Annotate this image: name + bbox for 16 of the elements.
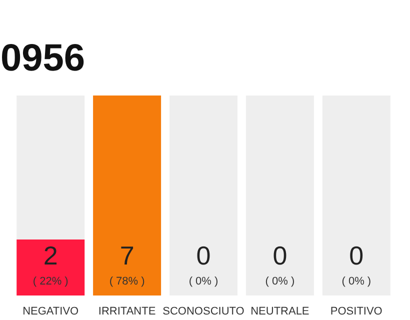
x-tick-label: NEUTRALE <box>250 306 310 318</box>
x-tick-label: IRRITANTE <box>98 306 156 318</box>
annotation: ( 0% ) <box>342 276 372 288</box>
x-tick-label: POSITIVO <box>330 306 383 318</box>
chart-title: 0956 <box>0 38 86 80</box>
annotation: 7 <box>120 240 134 270</box>
annotation: ( 22% ) <box>32 276 68 288</box>
x-tick-label: NEGATIVO <box>22 306 80 318</box>
annotation: 0 <box>196 240 211 270</box>
annotation: ( 0% ) <box>188 276 218 288</box>
annotation: 0 <box>272 240 288 270</box>
annotation: 0 <box>349 240 364 270</box>
annotation: ( 78% ) <box>109 276 145 288</box>
annotation: 2 <box>43 240 58 270</box>
x-tick-label: SCONOSCIUTO <box>162 306 245 318</box>
annotation: ( 0% ) <box>265 276 295 288</box>
